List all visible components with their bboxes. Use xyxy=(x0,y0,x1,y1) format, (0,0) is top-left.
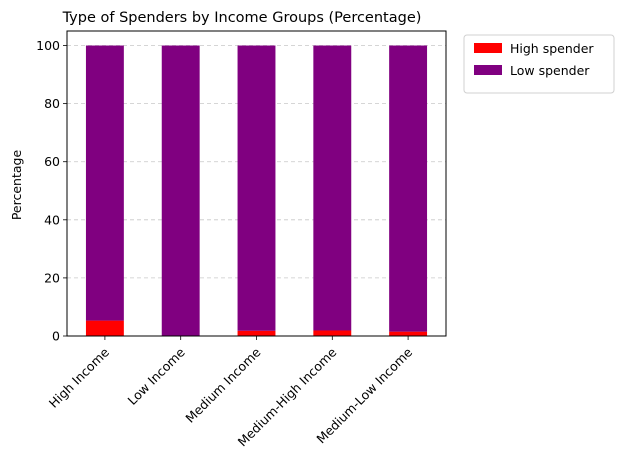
y-tick-label: 0 xyxy=(52,329,60,344)
x-tick-label: Low Income xyxy=(124,344,188,408)
bar-high-spender xyxy=(313,330,352,336)
y-tick-label: 80 xyxy=(44,96,60,111)
y-tick-label: 60 xyxy=(44,154,60,169)
y-tick-label: 40 xyxy=(44,212,60,227)
x-tick-label: High Income xyxy=(46,344,112,410)
chart-title: Type of Spenders by Income Groups (Perce… xyxy=(62,10,422,26)
bar-high-spender xyxy=(237,330,276,336)
y-tick-label: 100 xyxy=(36,38,60,53)
legend-swatch xyxy=(474,43,502,53)
legend-swatch xyxy=(474,65,502,75)
bar-low-spender xyxy=(161,45,200,337)
bar-low-spender xyxy=(389,45,428,332)
bar-low-spender xyxy=(237,45,276,331)
bar-high-spender xyxy=(85,320,124,336)
legend-label: Low spender xyxy=(510,63,590,78)
bar-high-spender xyxy=(389,331,428,336)
legend: High spender Low spender xyxy=(463,34,615,94)
x-tick-label: Medium Income xyxy=(182,344,264,426)
legend-label: High spender xyxy=(510,41,594,56)
y-axis-label: Percentage xyxy=(9,150,24,221)
bar-low-spender xyxy=(85,45,124,321)
y-tick-label: 20 xyxy=(44,270,60,285)
bars xyxy=(85,45,428,337)
bar-low-spender xyxy=(313,45,352,331)
